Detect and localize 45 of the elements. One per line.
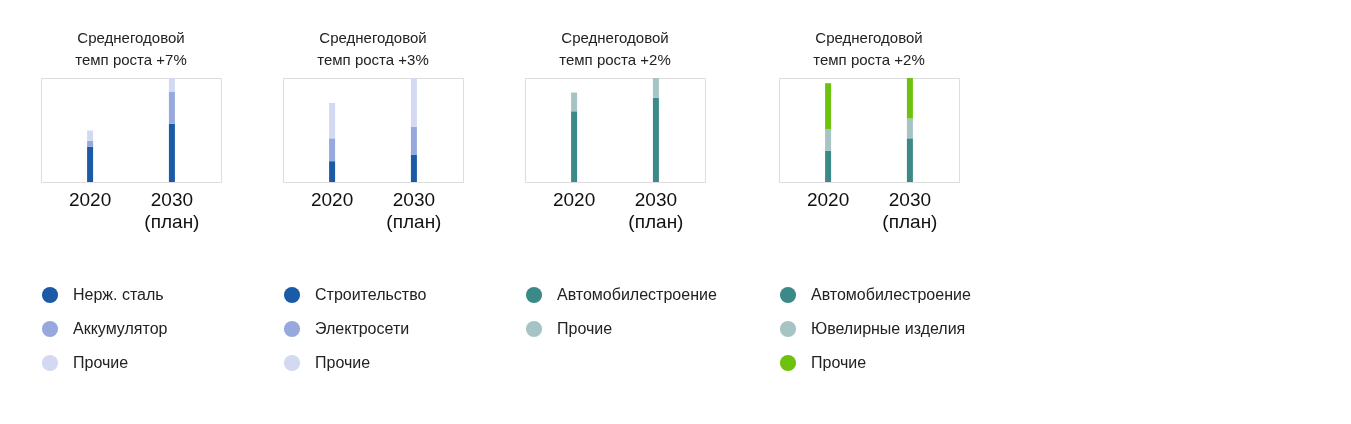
legend-label: Ювелирные изделия [811,320,966,337]
bar [410,78,417,127]
x-tick-label: 2020 [552,188,596,210]
bar [168,78,175,92]
x-tick-label: 2030 (план) [882,188,938,232]
x-tick-label: 2020 [68,188,112,210]
bar [329,102,336,139]
legend-label: Прочие [811,354,867,371]
bar [825,83,832,129]
legend-label: Электросети [315,320,410,337]
bar [87,140,94,147]
bar [168,123,175,182]
bar [329,161,336,182]
chart-title: Среднегодовой темп роста +7% [75,29,187,68]
bar [652,78,659,98]
x-tick-label: 2030 (план) [628,188,684,232]
bar [571,92,578,112]
bar [825,150,832,182]
bar [906,138,913,182]
legend-label: Аккумулятор [73,320,168,337]
bar [87,130,94,141]
x-tick-label: 2020 [806,188,850,210]
x-tick-label: 2030 (план) [386,188,442,232]
bar [906,78,913,119]
chart-title: Среднегодовой темп роста +2% [813,29,925,68]
legend-label: Строительство [315,286,427,303]
bar [410,126,417,155]
legend-label: Нерж. сталь [73,286,164,303]
bar [906,118,913,139]
bar [652,97,659,182]
legend-label: Автомобилестроение [557,286,717,303]
bar [87,146,94,182]
bar [410,154,417,182]
legend-label: Прочие [315,354,371,371]
legend-label: Прочие [557,320,613,337]
bar [825,128,832,151]
x-tick-label: 2020 [310,188,354,210]
chart-title: Среднегодовой темп роста +2% [559,29,671,68]
x-tick-label: 2030 (план) [144,188,200,232]
legend-label: Прочие [73,354,129,371]
bar [329,138,336,162]
chart-title: Среднегодовой темп роста +3% [317,29,429,68]
bar [571,111,578,182]
legend-label: Автомобилестроение [811,286,971,303]
bar [168,91,175,124]
